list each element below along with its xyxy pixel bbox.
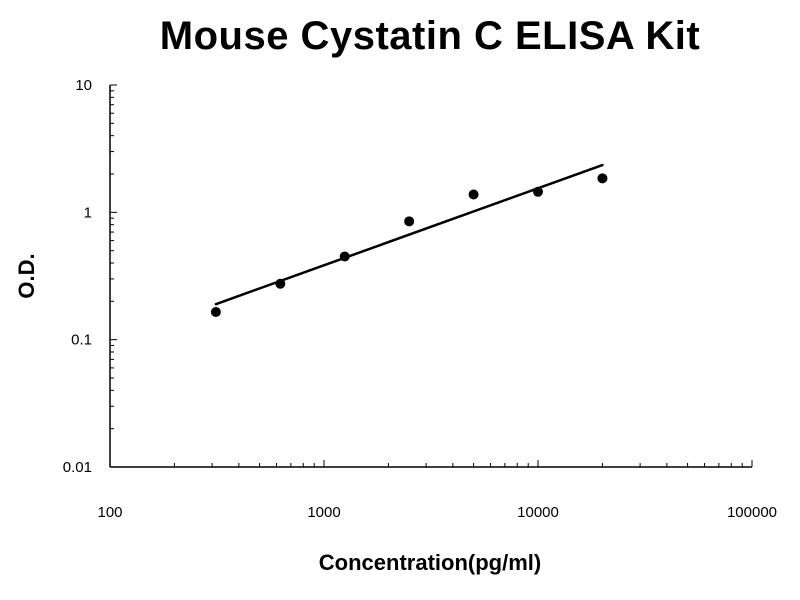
data-point (339, 251, 350, 262)
x-tick-label: 10000 (517, 504, 559, 521)
y-axis-title: O.D. (14, 253, 39, 298)
axes (109, 84, 753, 468)
x-tick-label: 100000 (727, 504, 777, 521)
data-point (468, 189, 479, 200)
fit-line-group (214, 163, 604, 306)
data-point (597, 173, 608, 184)
chart-title: Mouse Cystatin C ELISA Kit (159, 14, 701, 58)
x-tick-label: 1000 (307, 504, 340, 521)
y-tick-label: 10 (75, 77, 92, 94)
y-tick-label: 1 (84, 204, 92, 221)
y-tick-label: 0.1 (71, 332, 92, 349)
x-tick-label: 100 (97, 504, 122, 521)
y-tick-label: 0.01 (63, 459, 92, 476)
fit-line (214, 163, 604, 306)
data-points (210, 173, 608, 317)
x-axis-title: Concentration(pg/ml) (319, 550, 541, 575)
data-point (404, 216, 415, 227)
data-point (275, 278, 286, 289)
tick-labels: 100 1000 10000 100000 0.01 0.1 1 10 (63, 77, 777, 521)
data-point (210, 306, 221, 317)
data-point (533, 186, 543, 197)
